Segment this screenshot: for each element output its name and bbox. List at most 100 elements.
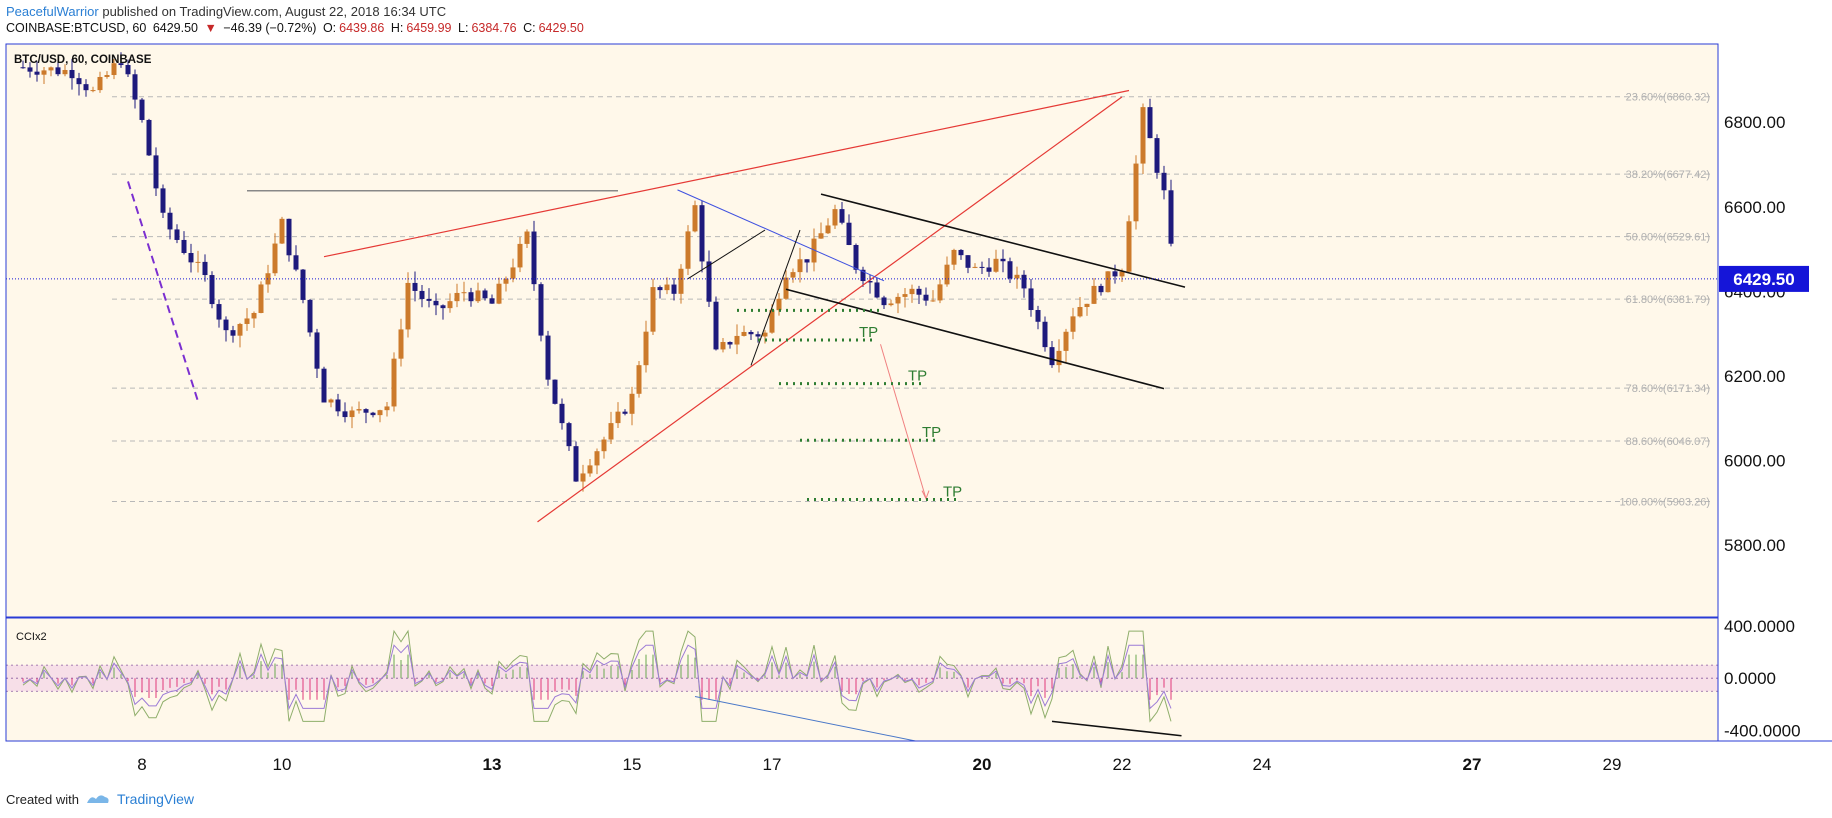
candle-body	[762, 332, 768, 337]
publish-info: PeacefulWarrior published on TradingView…	[6, 4, 446, 19]
close-value: 6429.50	[538, 21, 584, 35]
fib-level-label: 78.60%(6171.34)	[1626, 383, 1710, 395]
down-arrow-icon: ▼	[204, 21, 217, 35]
candle-body	[972, 266, 978, 268]
fib-level-label: 50.00%(6529.61)	[1626, 232, 1710, 244]
tradingview-brand-link[interactable]: TradingView	[116, 791, 195, 807]
open-value: 6439.86	[339, 21, 385, 35]
candle-body	[510, 267, 516, 279]
tp-label: TP	[859, 324, 878, 341]
author-link[interactable]: PeacefulWarrior	[6, 4, 99, 19]
candle-body	[20, 67, 26, 69]
symbol-line: COINBASE:BTCUSD, 60	[6, 21, 147, 35]
candle-body	[377, 410, 383, 416]
candle-body	[734, 335, 740, 345]
wedge-upper-line	[687, 229, 766, 280]
candle-body	[993, 258, 999, 272]
candle-body	[825, 225, 831, 234]
candle-body	[328, 399, 334, 403]
low-label: L:	[458, 21, 469, 35]
candle-body	[755, 334, 761, 337]
candle-body	[27, 67, 33, 72]
candle-body	[146, 119, 152, 156]
candle-body	[657, 287, 663, 291]
candle-body	[923, 294, 929, 301]
candle-body	[272, 243, 278, 274]
chart-title: BTC/USD, 60, COINBASE	[14, 54, 152, 66]
candle-body	[41, 70, 47, 75]
candle-body	[503, 278, 509, 284]
candle-body	[279, 218, 285, 244]
ohlc-line: COINBASE:BTCUSD, 60 6429.50 ▼ −46.39 (−0…	[6, 21, 587, 35]
candle-body	[636, 365, 642, 394]
candle-body	[853, 244, 859, 270]
candle-body	[321, 368, 327, 403]
candle-body	[951, 249, 957, 265]
candle-body	[398, 329, 404, 359]
candle-body	[783, 277, 789, 299]
candle-body	[76, 78, 82, 85]
candle-body	[412, 282, 418, 291]
candle-body	[916, 288, 922, 295]
candle-body	[790, 272, 796, 278]
candle-body	[69, 69, 75, 79]
candle-body	[230, 330, 236, 336]
candle-body	[384, 406, 390, 411]
candle-body	[909, 288, 915, 295]
candle-body	[216, 304, 222, 320]
cci-line-slow	[22, 644, 1172, 711]
candle-body	[622, 411, 628, 414]
candle-body	[1091, 285, 1097, 304]
candle-body	[286, 218, 292, 256]
candle-body	[34, 71, 40, 75]
candle-body	[1161, 172, 1167, 191]
candle-body	[223, 319, 229, 331]
candle-body	[664, 284, 670, 291]
candle-body	[1154, 138, 1160, 173]
fib-level-label: 100.00%(5903.26)	[1619, 496, 1710, 508]
candle-body	[244, 318, 250, 324]
candle-body	[1077, 307, 1083, 317]
candle-body	[1133, 163, 1139, 222]
time-axis-label: 8	[137, 755, 146, 774]
time-axis-label: 27	[1463, 755, 1482, 774]
candle-body	[867, 281, 873, 283]
candle-body	[258, 284, 264, 313]
cci-axis-label: 0.0000	[1724, 669, 1776, 688]
candle-body	[48, 67, 54, 71]
candle-body	[559, 403, 565, 424]
candle-body	[202, 261, 208, 276]
candle-body	[335, 399, 341, 412]
price-change: −46.39 (−0.72%)	[223, 21, 317, 35]
candle-body	[552, 379, 558, 404]
footer: Created with TradingView	[6, 791, 194, 807]
candle-body	[482, 290, 488, 299]
candle-body	[1084, 303, 1090, 308]
cci-title: CCIx2	[16, 631, 47, 643]
tradingview-logo-icon	[86, 795, 109, 803]
candle-body	[447, 301, 453, 309]
candle-body	[881, 297, 887, 306]
open-label: O:	[322, 21, 337, 35]
wedge-lower-line	[750, 229, 801, 366]
candle-body	[496, 283, 502, 304]
candle-body	[944, 264, 950, 285]
cci-axis-label: 400.0000	[1724, 617, 1795, 636]
time-axis-label: 17	[763, 755, 782, 774]
candle-body	[1056, 350, 1062, 366]
candle-body	[1000, 258, 1006, 262]
candle-body	[965, 255, 971, 268]
main-pane-background	[6, 44, 1718, 617]
candle-body	[405, 282, 411, 330]
fib-level-label: 61.80%(6381.79)	[1626, 294, 1710, 306]
candle-body	[706, 261, 712, 302]
candle-body	[440, 305, 446, 309]
candle-body	[62, 69, 68, 75]
price-axis-label: 6600.00	[1724, 198, 1785, 217]
candle-body	[804, 259, 810, 263]
candle-body	[797, 259, 803, 273]
close-label: C:	[523, 21, 536, 35]
candle-body	[846, 222, 852, 245]
candle-body	[209, 275, 215, 305]
